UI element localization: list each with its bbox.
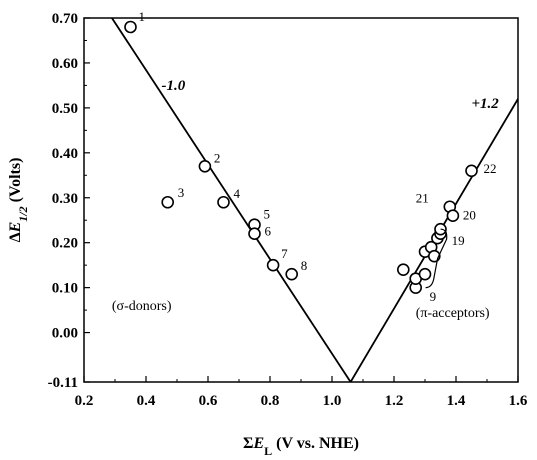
pi-acceptors-label: (π-acceptors): [416, 306, 490, 321]
x-tick-label: 0.6: [199, 393, 218, 409]
fit-line: [111, 17, 352, 383]
point-label: 6: [265, 224, 272, 239]
point-label: 2: [214, 150, 221, 165]
x-tick-label: 1.2: [385, 393, 404, 409]
slope-label: -1.0: [162, 78, 186, 94]
point-label: 21: [416, 191, 429, 206]
plot-area: 0.2 0.4 0.6 0.8 1.0 1.2 1.4 1.6 -0.11 0.00 0.10 0.…: [48, 9, 528, 409]
x-tick-label: 1.6: [509, 393, 528, 409]
x-tick-label: 1.0: [323, 393, 342, 409]
y-tick-label: 0.50: [52, 101, 78, 117]
point-label: 5: [264, 207, 271, 222]
y-tick-label: 0.70: [52, 11, 78, 27]
data-point: [396, 263, 410, 276]
x-axis-ticks: 0.2 0.4 0.6 0.8 1.0 1.2 1.4 1.6: [75, 376, 528, 409]
data-point: [434, 222, 447, 236]
data-point: [217, 195, 230, 209]
x-tick-label: 1.4: [447, 393, 466, 409]
annotations: (σ-donors) (π-acceptors) 19 9: [112, 228, 490, 321]
data-point: [248, 227, 261, 241]
data-point: [266, 258, 280, 272]
y-tick-label: 0.10: [52, 281, 78, 297]
bracket-label-9: 9: [430, 289, 437, 304]
point-labels: 1 2 3 4 5 678 21 20 22: [139, 9, 497, 273]
y-axis-ticks: -0.11 0.00 0.10 0.20 0.30 0.40 0.50 0.60 0.70: [48, 11, 90, 391]
slope-label: +1.2: [472, 96, 500, 112]
point-label: 20: [463, 208, 476, 223]
y-tick-label: 0.20: [52, 236, 78, 252]
data-point: [285, 267, 299, 281]
y-tick-label: 0.30: [52, 191, 78, 207]
data-point: [418, 267, 432, 281]
y-axis-title: ΔE1/2 (Volts): [7, 158, 30, 243]
y-tick-label: 0.60: [52, 56, 78, 72]
x-tick-label: 0.2: [75, 393, 94, 409]
point-label: 3: [178, 185, 185, 200]
point-label: 8: [301, 258, 308, 273]
x-tick-label: 0.8: [261, 393, 280, 409]
data-point: [198, 159, 212, 173]
point-label: 22: [484, 161, 497, 176]
x-axis-title: ΣEL (V vs. NHE): [243, 435, 359, 458]
plot-frame: [83, 17, 519, 383]
point-label: 1: [139, 9, 146, 24]
y-tick-label: -0.11: [48, 375, 78, 391]
bracket-19-9: [425, 228, 448, 289]
point-label: 7: [281, 246, 288, 261]
y-tick-label: 0.40: [52, 146, 78, 162]
data-points: [124, 20, 478, 294]
y-tick-label: 0.00: [52, 326, 78, 342]
data-point: [465, 164, 478, 178]
sigma-donors-label: (σ-donors): [112, 299, 172, 314]
data-point: [446, 209, 460, 223]
data-point: [161, 195, 174, 209]
data-point: [124, 20, 137, 34]
x-tick-label: 0.4: [137, 393, 156, 409]
point-label: 4: [234, 186, 241, 201]
bracket-label-19: 19: [452, 233, 465, 248]
